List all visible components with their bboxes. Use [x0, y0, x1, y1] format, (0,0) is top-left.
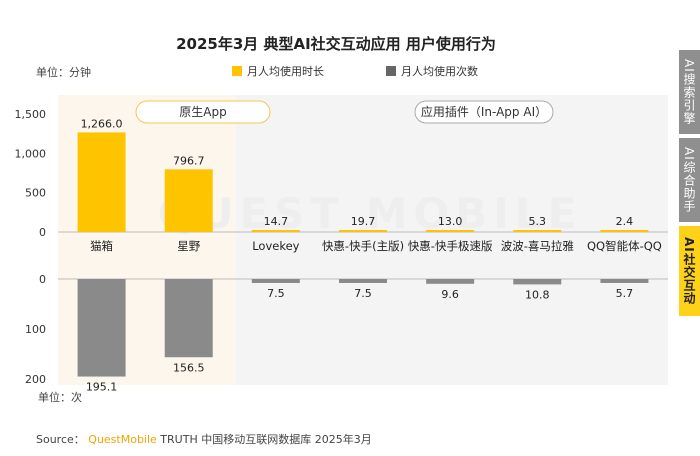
top-unit-label: 单位：分钟: [36, 66, 91, 79]
side-tab-ai-social[interactable]: AI社交互动: [679, 226, 700, 316]
duration-data-label: 1,266.0: [81, 117, 123, 130]
native-group-label-pill: [135, 100, 271, 124]
legend-item-count: 月人均使用次数: [386, 63, 478, 79]
plugin-group-background: [235, 95, 669, 385]
category-label: 快惠-快手极速版: [408, 239, 493, 253]
watermark-text: QUEST MOBILE: [158, 189, 583, 238]
count-data-label: 9.6: [441, 288, 459, 301]
duration-bar: [164, 169, 213, 232]
count-bar: [164, 279, 213, 358]
legend-label-duration: 月人均使用时长: [247, 65, 324, 78]
plugin-group-label-pill: [414, 100, 554, 124]
side-tab-ai-search[interactable]: AI搜索引擎: [679, 50, 700, 134]
category-label: QQ智能体-QQ: [587, 239, 662, 253]
duration-bar: [426, 230, 475, 232]
count-bar: [339, 279, 387, 283]
legend-item-duration: 月人均使用时长: [232, 63, 324, 79]
duration-bar: [251, 230, 300, 232]
count-data-label: 156.5: [173, 361, 205, 374]
chart-title: 2025年3月 典型AI社交互动应用 用户使用行为: [176, 35, 496, 53]
duration-data-label: 796.7: [173, 154, 205, 167]
duration-bar: [600, 230, 649, 232]
duration-data-label: 19.7: [351, 215, 376, 228]
category-label: 猫箱: [90, 239, 113, 253]
side-tab-label: AI综合助手: [682, 147, 696, 213]
category-label: 快惠-快手(主版): [322, 239, 404, 253]
side-tab-ai-assistant[interactable]: AI综合助手: [679, 138, 700, 222]
count-bar: [600, 279, 649, 283]
category-label: Lovekey: [252, 239, 299, 253]
duration-bar: [513, 230, 562, 232]
top-axis-tick-label: 0: [39, 226, 46, 239]
legend-label-count: 月人均使用次数: [401, 65, 478, 78]
bottom-unit-label: 单位：次: [38, 391, 82, 404]
top-axis-tick-label: 1,500: [15, 108, 47, 121]
bottom-axis-tick-label: 100: [25, 323, 46, 336]
source-prefix: Source：: [36, 433, 89, 446]
count-bar: [513, 279, 562, 285]
source-rest: TRUTH 中国移动互联网数据库 2025年3月: [156, 433, 372, 446]
duration-data-label: 5.3: [529, 215, 547, 228]
count-data-label: 7.5: [354, 287, 372, 300]
bottom-axis-tick-label: 200: [25, 373, 46, 386]
category-label: 星野: [177, 239, 200, 253]
top-axis-tick-label: 1,000: [15, 147, 47, 160]
duration-data-label: 14.7: [264, 215, 289, 228]
legend-swatch-count: [386, 66, 396, 76]
legend-swatch-duration: [232, 66, 242, 76]
top-axis-tick-label: 500: [25, 187, 46, 200]
count-data-label: 195.1: [86, 381, 118, 394]
count-bar: [251, 279, 300, 283]
source-note: Source： QuestMobile TRUTH 中国移动互联网数据库 202…: [36, 431, 372, 447]
source-brand: QuestMobile: [88, 433, 157, 446]
count-bar: [77, 279, 126, 377]
count-bar: [426, 279, 475, 284]
count-data-label: 10.8: [525, 288, 550, 301]
side-tab-label: AI社交互动: [682, 237, 696, 305]
bottom-axis-tick-label: 0: [39, 273, 46, 286]
duration-data-label: 2.4: [616, 215, 634, 228]
count-data-label: 7.5: [267, 287, 285, 300]
plugin-group-label-text: 应用插件（In-App AI）: [421, 104, 547, 119]
duration-bar: [339, 230, 387, 232]
duration-bar: [77, 132, 126, 232]
native-group-label-text: 原生App: [179, 105, 226, 119]
side-tab-label: AI搜索引擎: [682, 59, 696, 125]
duration-data-label: 13.0: [438, 215, 463, 228]
count-data-label: 5.7: [616, 287, 634, 300]
category-label: 波波-喜马拉雅: [501, 239, 574, 253]
